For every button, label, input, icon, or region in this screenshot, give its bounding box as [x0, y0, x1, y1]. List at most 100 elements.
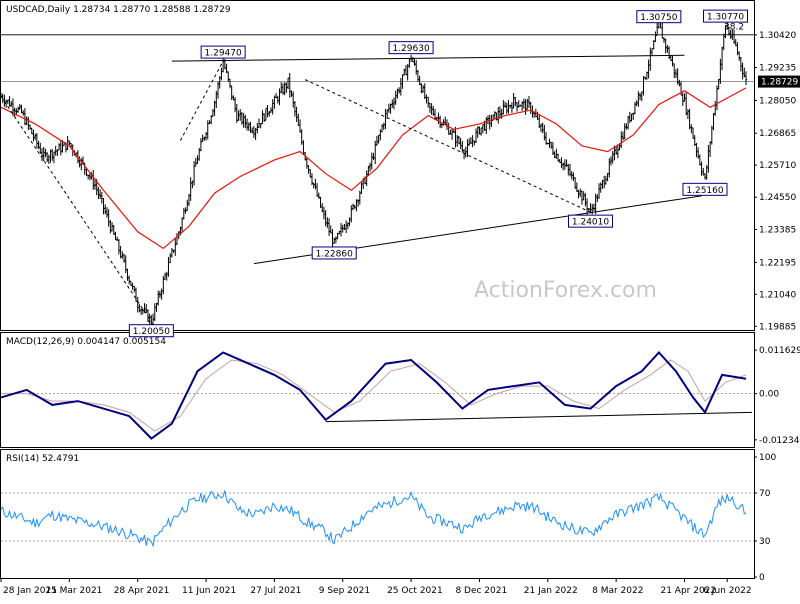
ohlc-bar	[239, 108, 242, 121]
ohlc-bar	[479, 127, 483, 136]
ohlc-bar	[717, 78, 720, 90]
ohlc-bar	[384, 108, 387, 130]
ohlc-bar	[474, 128, 478, 143]
ohlc-bar	[51, 148, 54, 161]
ohlc-bar	[454, 126, 457, 148]
ohlc-bar	[456, 135, 459, 147]
ohlc-bar	[526, 98, 529, 110]
ohlc-bar	[415, 60, 418, 75]
ohlc-bar	[114, 231, 117, 241]
ohlc-bar	[426, 96, 430, 108]
ohlc-bar	[700, 161, 703, 176]
price-annotation-box	[568, 214, 614, 228]
ohlc-bar	[102, 197, 105, 215]
ohlc-bar	[42, 146, 45, 162]
ohlc-bar	[32, 129, 35, 142]
ohlc-bar	[237, 110, 240, 121]
xtick-label: 8 Dec 2021	[455, 586, 507, 596]
ohlc-bar	[609, 156, 613, 166]
ohlc-bar	[249, 121, 252, 133]
ohlc-bar	[245, 118, 249, 131]
ohlc-bar	[92, 169, 95, 190]
ohlc-bar	[133, 285, 136, 293]
ohlc-bar	[481, 124, 485, 134]
ohlc-bar	[563, 159, 567, 170]
ohlc-bar	[529, 101, 532, 114]
price-annotation-label: 38.2	[724, 22, 744, 32]
ohlc-bar	[319, 196, 322, 208]
ohlc-bar	[447, 122, 450, 135]
ohlc-bar	[377, 134, 380, 144]
ohlc-bar	[527, 95, 531, 108]
ohlc-bar	[266, 105, 269, 118]
trendline	[171, 54, 685, 62]
ohlc-bar	[244, 114, 247, 129]
ohlc-bar	[375, 135, 379, 146]
ohlc-bar	[107, 209, 110, 227]
macd-layer	[0, 351, 754, 440]
ohlc-bar	[227, 71, 230, 83]
ohlc-bar	[44, 148, 47, 158]
price-ytick-label: 1.28050	[759, 96, 796, 106]
dashed-trendline	[304, 79, 591, 213]
macd-line	[0, 351, 747, 440]
ohlc-bar	[228, 78, 232, 89]
ohlc-bar	[315, 183, 319, 197]
ohlc-bar	[690, 124, 693, 134]
ohlc-bar	[597, 183, 601, 199]
ohlc-bar	[163, 272, 167, 280]
price-ytick-label: 1.26865	[759, 129, 796, 139]
ohlc-bar	[507, 100, 510, 114]
rsi-ytick-label: 100	[759, 453, 776, 463]
ohlc-bar	[584, 193, 587, 207]
ohlc-bar	[28, 124, 32, 130]
ohlc-bar	[392, 97, 396, 110]
ohlc-bar	[579, 188, 582, 197]
ohlc-bar	[678, 79, 681, 87]
ohlc-bar	[211, 109, 215, 117]
ohlc-bar	[339, 223, 343, 237]
ohlc-bar	[524, 99, 527, 115]
macd-ytick-label: 0.00	[759, 390, 779, 400]
ohlc-bar	[394, 90, 397, 105]
ohlc-bar	[744, 71, 748, 85]
ohlc-bar	[302, 140, 305, 155]
ohlc-bar	[719, 58, 722, 84]
ohlc-bar	[406, 64, 409, 81]
ohlc-bar	[30, 127, 33, 135]
ohlc-bar	[40, 148, 44, 162]
ohlc-bar	[220, 67, 223, 81]
ohlc-bar	[708, 141, 712, 158]
ohlc-bar	[575, 182, 579, 192]
ohlc-bar	[312, 182, 315, 189]
ohlc-bar	[497, 107, 500, 124]
ohlc-bar	[97, 186, 100, 200]
ohlc-bar	[66, 135, 69, 151]
macd-ytick-label: 0.011629	[759, 346, 800, 356]
ohlc-bar	[681, 92, 684, 106]
current-price-label: 1.28729	[761, 78, 798, 88]
price-annotation-label: 1.29470	[205, 49, 242, 59]
ohlc-bar	[640, 91, 643, 102]
ohlc-bar	[372, 152, 375, 160]
xtick-label: 6 Jun 2022	[703, 586, 751, 596]
rsi-ytick-label: 70	[759, 489, 771, 499]
ohlc-bar	[647, 59, 650, 79]
ohlc-bar	[35, 132, 39, 149]
ohlc-bar	[126, 268, 129, 281]
price-ytick-label: 1.29235	[759, 64, 796, 74]
ohlc-bar	[625, 123, 628, 130]
price-annotation-box	[311, 246, 357, 260]
ohlc-bar	[543, 124, 546, 141]
ohlc-bar	[671, 56, 674, 67]
ohlc-bar	[155, 302, 158, 312]
ohlc-bar	[141, 308, 145, 315]
ohlc-bar	[305, 157, 309, 169]
ohlc-bar	[514, 96, 517, 107]
ohlc-bar	[16, 106, 20, 113]
xtick-label: 28 Apr 2021	[114, 586, 170, 596]
ohlc-bar	[450, 128, 454, 140]
macd-ytick-label: -0.012348	[759, 436, 800, 446]
ohlc-bar	[637, 91, 640, 107]
ohlc-bar	[33, 133, 37, 141]
